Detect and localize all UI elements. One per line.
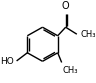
Text: O: O (62, 1, 70, 11)
Text: CH₃: CH₃ (80, 30, 96, 39)
Text: CH₃: CH₃ (63, 66, 78, 75)
Text: HO: HO (0, 57, 14, 66)
